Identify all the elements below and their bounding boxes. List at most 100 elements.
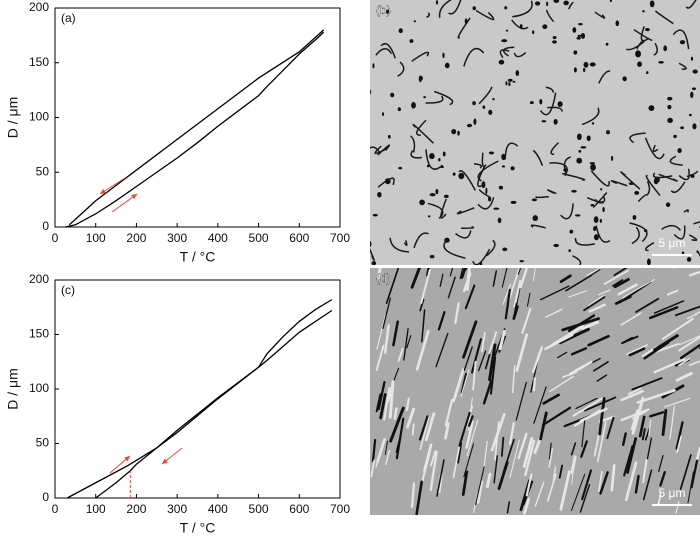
- grain-dot: [673, 135, 677, 138]
- grain-dot: [505, 81, 507, 85]
- y-tick-label: 50: [36, 436, 50, 450]
- grain-dot: [578, 35, 582, 37]
- grain-dot: [508, 82, 510, 86]
- lath: [395, 409, 397, 419]
- micrograph: [370, 239, 700, 515]
- grain-dot: [513, 81, 516, 83]
- grain-dot: [453, 172, 456, 175]
- grain-dot: [482, 105, 485, 108]
- y-tick-label: 200: [29, 0, 49, 14]
- grain-dot: [648, 105, 654, 111]
- grain-dot: [576, 158, 582, 164]
- grain-dot: [377, 192, 381, 197]
- grain-dot: [578, 23, 583, 25]
- grain-dot: [369, 241, 372, 247]
- grain-dot: [429, 153, 435, 159]
- grain-dot: [390, 93, 394, 98]
- grain-dot: [578, 150, 581, 153]
- panel-label: (b): [376, 3, 391, 17]
- grain-dot: [590, 162, 595, 164]
- grain-dot: [467, 124, 472, 127]
- x-tick-label: 400: [208, 502, 228, 516]
- x-tick-label: 100: [86, 502, 106, 516]
- grain-dot: [692, 87, 696, 90]
- grain-dot: [594, 234, 599, 240]
- grain-dot: [458, 173, 464, 179]
- grain-dot: [553, 36, 557, 39]
- grain-dot: [435, 189, 438, 194]
- grain-dot: [654, 179, 658, 185]
- x-tick-label: 500: [249, 231, 269, 245]
- lath: [534, 378, 535, 390]
- grain-dot: [465, 18, 468, 24]
- panel-label: (d): [376, 271, 391, 285]
- y-tick-label: 200: [29, 272, 49, 286]
- grain-dot: [646, 71, 648, 74]
- grain-dot: [472, 101, 476, 105]
- grain-dot: [428, 215, 431, 217]
- plot-frame: [55, 280, 340, 498]
- grain-dot: [473, 118, 476, 124]
- grain-dot: [535, 1, 540, 5]
- grain-boundary: [356, 83, 371, 95]
- grain-dot: [645, 28, 650, 31]
- grain-dot: [647, 258, 651, 265]
- grain-dot: [569, 230, 573, 234]
- grain-dot: [473, 6, 476, 10]
- grain-dot: [554, 119, 558, 125]
- grain-dot: [558, 101, 563, 107]
- grain-dot: [606, 130, 610, 134]
- grain-dot: [546, 2, 548, 7]
- grain-dot: [419, 199, 425, 205]
- grain-dot: [427, 165, 430, 168]
- y-tick-label: 150: [29, 327, 49, 341]
- grain-dot: [663, 45, 667, 51]
- grain-dot: [574, 67, 577, 72]
- grain-dot: [600, 188, 602, 191]
- grain-dot: [575, 214, 581, 216]
- grain-dot: [622, 76, 626, 81]
- grain-dot: [587, 135, 591, 141]
- grain-dot: [572, 27, 576, 33]
- grain-dot: [594, 216, 599, 223]
- curve: [69, 30, 323, 225]
- grain-dot: [667, 105, 671, 109]
- grain-dot: [634, 191, 639, 195]
- grain-dot: [499, 186, 503, 190]
- grain-dot: [530, 101, 534, 104]
- grain-dot: [667, 118, 673, 123]
- grain-dot: [532, 30, 534, 34]
- grain-dot: [511, 166, 515, 170]
- arrow-head: [131, 194, 137, 199]
- grain-dot: [502, 248, 507, 252]
- grain-dot: [532, 198, 537, 201]
- grain-dot: [658, 61, 664, 64]
- grain-dot: [689, 114, 692, 117]
- grain-dot: [409, 39, 413, 43]
- x-tick-label: 400: [208, 231, 228, 245]
- grain-dot: [635, 50, 641, 57]
- grain-dot: [692, 123, 696, 129]
- grain-dot: [501, 154, 505, 160]
- grain-dot: [590, 164, 596, 171]
- grain-dot: [492, 98, 494, 100]
- grain-dot: [542, 120, 547, 122]
- grain-dot: [600, 219, 602, 223]
- grain-dot: [593, 226, 596, 231]
- grain-dot: [576, 37, 580, 40]
- grain-dot: [583, 68, 585, 72]
- grain-dot: [493, 208, 499, 210]
- curve: [96, 311, 332, 498]
- x-tick-label: 700: [330, 231, 350, 245]
- y-tick-label: 100: [29, 110, 49, 124]
- grain-dot: [590, 62, 596, 66]
- grain-dot: [442, 52, 444, 58]
- grain-dot: [584, 62, 589, 68]
- grain-dot: [398, 167, 402, 169]
- grain-dot: [372, 261, 377, 265]
- grain-dot: [436, 0, 438, 4]
- x-tick-label: 700: [330, 502, 350, 516]
- panel-label: (a): [61, 11, 76, 25]
- grain-dot: [553, 244, 559, 247]
- x-axis-label: T / °C: [180, 520, 216, 536]
